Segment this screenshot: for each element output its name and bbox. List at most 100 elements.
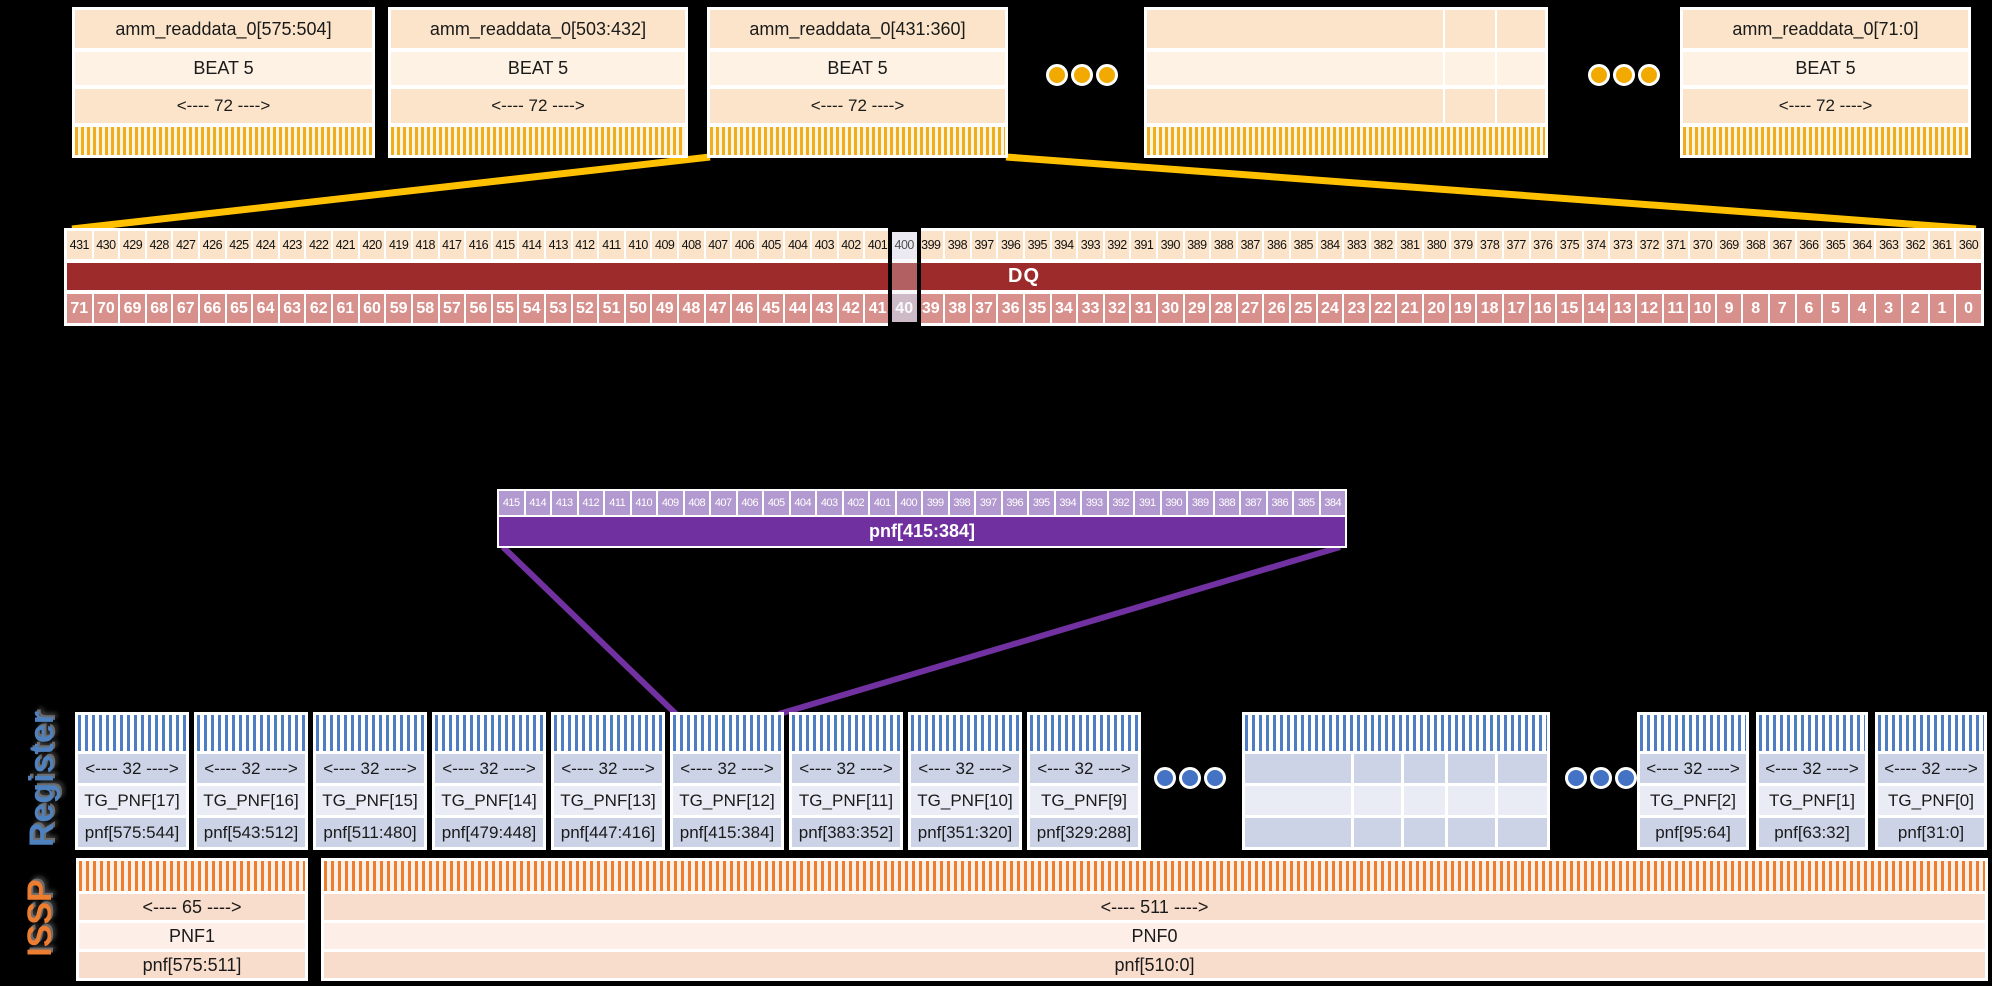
dq-top-bit-cell: 429 (120, 231, 145, 259)
reg-name: TG_PNF[9] (1030, 786, 1138, 815)
reg-width-label: <---- 32 ----> (792, 754, 900, 783)
dq-bottom-bit-cell: 19 (1450, 294, 1476, 323)
dq-top-bit-cell: 363 (1876, 231, 1902, 259)
dq-bottom-bit-cell: 13 (1610, 294, 1635, 323)
register-group-right: <---- 32 ----> TG_PNF[2] pnf[95:64] <---- 3… (1637, 712, 1987, 850)
ellipsis-dots-icon (1588, 64, 1660, 86)
pnf-bit-cell: 400 (896, 491, 921, 515)
dq-bottom-bit-cell: 46 (732, 294, 757, 323)
pnf-bit-cell: 411 (605, 491, 630, 515)
dq-bottom-bit-cell: 54 (519, 294, 544, 323)
dq-bottom-bit-cell: 35 (1024, 294, 1050, 323)
dq-top-bit-cell: 368 (1743, 231, 1768, 259)
dq-top-bit-cell: 386 (1264, 231, 1290, 259)
dq-top-bit-cell: 383 (1344, 231, 1369, 259)
pnf-bit-cell: 399 (923, 491, 948, 515)
dq-top-bit-cell: 402 (838, 231, 864, 259)
amm-title: amm_readdata_0[503:432] (391, 10, 685, 48)
dq-bottom-bit-cell: 11 (1663, 294, 1689, 323)
bit-stripes-icon (435, 715, 543, 751)
dq-top-bit-cell: 361 (1929, 231, 1955, 259)
bit-stripes-icon (324, 861, 1985, 891)
dq-bottom-bit-cell: 67 (173, 294, 199, 323)
register-box: <---- 32 ----> TG_PNF[14] pnf[479:448] (432, 712, 546, 850)
dq-bottom-bit-cell: 24 (1317, 294, 1343, 323)
pnf-bit-cell: 391 (1135, 491, 1160, 515)
dq-top-bit-cell: 385 (1291, 231, 1316, 259)
dq-top-bit-cell: 394 (1051, 231, 1077, 259)
pnf-bit-cell: 409 (658, 491, 683, 515)
issp-pnf0-box: <---- 511 ----> PNF0 pnf[510:0] (321, 858, 1988, 981)
dq-top-bit-cell: 381 (1397, 231, 1423, 259)
pnf-bit-cell: 390 (1161, 491, 1186, 515)
dq-bottom-bit-cell: 56 (466, 294, 491, 323)
dq-bottom-bit-cell: 62 (306, 294, 332, 323)
dq-top-bit-cell: 407 (705, 231, 731, 259)
dq-top-bit-cell: 424 (253, 231, 278, 259)
width-label: <---- 511 ----> (324, 894, 1985, 920)
dq-bottom-bit-cell: 50 (625, 294, 651, 323)
dq-bottom-bit-cell: 33 (1078, 294, 1103, 323)
register-group-left: <---- 32 ----> TG_PNF[17] pnf[575:544] <---… (75, 712, 1141, 850)
pnf-bit-cell: 387 (1241, 491, 1266, 515)
dq-bottom-bit-cell: 53 (545, 294, 571, 323)
dq-bottom-bit-cell: 64 (253, 294, 278, 323)
dq-bottom-bit-cell: 59 (386, 294, 411, 323)
bit-stripes-icon (79, 861, 305, 891)
pnf-bit-cell: 412 (578, 491, 603, 515)
amm-readdata-box-503-432: amm_readdata_0[503:432] BEAT 5 <---- 72 … (388, 7, 688, 158)
dq-bottom-bit-cell: 36 (998, 294, 1023, 323)
reg-name: TG_PNF[10] (911, 786, 1019, 815)
bit-stripes-icon (554, 715, 662, 751)
pnf-band: pnf[415:384] (499, 517, 1345, 546)
dq-top-bit-cell: 396 (998, 231, 1023, 259)
dq-top-bit-cell: 370 (1690, 231, 1715, 259)
register-box: <---- 32 ----> TG_PNF[0] pnf[31:0] (1875, 712, 1987, 850)
dq-bottom-bit-cell: 52 (572, 294, 598, 323)
reg-name: TG_PNF[13] (554, 786, 662, 815)
reg-range: pnf[351:320] (911, 818, 1019, 847)
reg-width-label: <---- 32 ----> (673, 754, 781, 783)
bit-stripes-icon (316, 715, 424, 751)
register-box: <---- 32 ----> TG_PNF[1] pnf[63:32] (1756, 712, 1868, 850)
pnf-bit-cell: 393 (1082, 491, 1107, 515)
reg-width-label: <---- 32 ----> (1640, 754, 1746, 783)
dq-top-bit-cell: 375 (1557, 231, 1582, 259)
pnf-bit-cell: 392 (1108, 491, 1133, 515)
dq-top-bit-cell: 369 (1716, 231, 1742, 259)
dq-bottom-bit-cell: 30 (1157, 294, 1183, 323)
dq-top-bit-cell: 401 (865, 231, 890, 259)
dq-bottom-bit-cell: 44 (785, 294, 811, 323)
dq-bottom-bit-cell: 43 (812, 294, 837, 323)
pnf0-range: pnf[510:0] (324, 952, 1985, 978)
dq-top-bit-cell: 414 (519, 231, 544, 259)
dq-bottom-bit-cell: 47 (705, 294, 731, 323)
dq-top-bit-cell: 382 (1370, 231, 1396, 259)
pnf-bit-cell: 386 (1267, 491, 1292, 515)
dq-top-bit-cell: 409 (652, 231, 678, 259)
pnf-bit-cell: 415 (499, 491, 524, 515)
dq-top-bit-cell: 413 (545, 231, 571, 259)
beat-label: BEAT 5 (710, 52, 1005, 85)
dq-bottom-bit-cell: 9 (1716, 294, 1742, 323)
dq-top-bit-cell: 417 (439, 231, 465, 259)
dq-top-bit-cell: 376 (1530, 231, 1556, 259)
bit-stripes-icon (78, 715, 186, 751)
dq-bottom-bit-cell: 45 (758, 294, 784, 323)
dq-top-bit-cell: 390 (1157, 231, 1183, 259)
reg-range: pnf[511:480] (316, 818, 424, 847)
pnf-bit-cell: 398 (949, 491, 974, 515)
blank-row (1147, 89, 1545, 123)
amm-readdata-box-431-360: amm_readdata_0[431:360] BEAT 5 <---- 72 … (707, 7, 1008, 158)
pnf-bit-cell: 395 (1029, 491, 1054, 515)
dq-bottom-bit-cell: 23 (1344, 294, 1369, 323)
dq-bottom-bit-cell: 10 (1690, 294, 1715, 323)
register-box: <---- 32 ----> TG_PNF[9] pnf[329:288] (1027, 712, 1141, 850)
reg-range: pnf[479:448] (435, 818, 543, 847)
dq-top-bit-cell: 406 (732, 231, 757, 259)
reg-width-label: <---- 32 ----> (435, 754, 543, 783)
bit-stripes-icon (792, 715, 900, 751)
pnf-bit-cell: 404 (790, 491, 815, 515)
reg-width-label: <---- 32 ----> (554, 754, 662, 783)
